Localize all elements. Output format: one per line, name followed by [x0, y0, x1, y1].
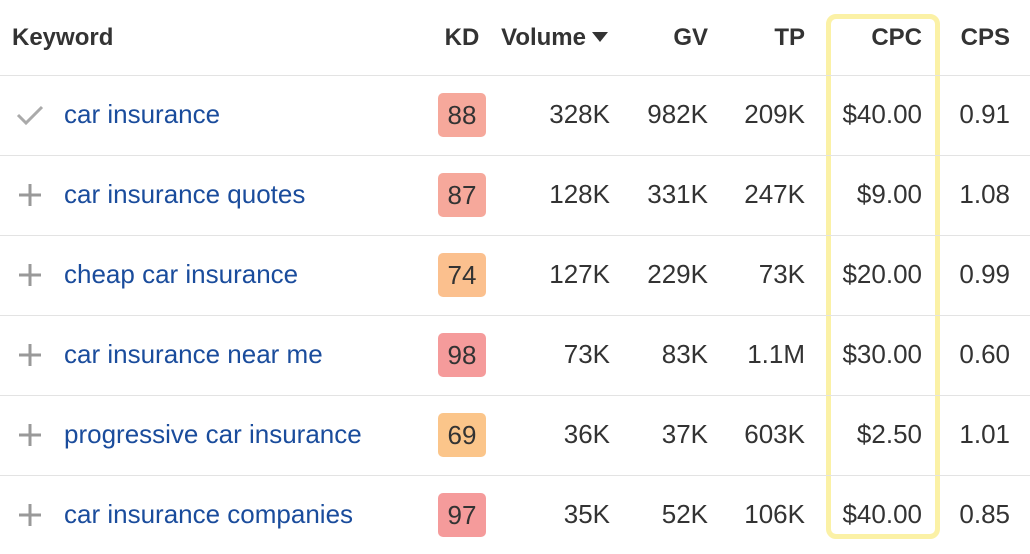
row-divider [0, 235, 1030, 236]
kd-badge: 69 [438, 413, 486, 457]
gv-cell: 37K [661, 419, 708, 449]
cpc-cell: $20.00 [842, 259, 922, 289]
cps-cell: 1.01 [959, 419, 1010, 449]
plus[interactable] [18, 263, 42, 287]
cpc-cell: $9.00 [856, 179, 922, 209]
plus[interactable] [18, 343, 42, 367]
plus[interactable] [18, 503, 42, 527]
cps-cell: 0.91 [959, 99, 1010, 129]
volume-cell: 36K [563, 419, 610, 449]
volume-cell: 127K [549, 259, 610, 289]
column-header[interactable]: Volume [501, 24, 586, 51]
tp-cell: 73K [758, 259, 805, 289]
column-header[interactable]: CPC [871, 24, 922, 51]
kd-badge: 88 [438, 93, 486, 137]
gv-cell: 83K [661, 339, 708, 369]
check-icon [16, 103, 44, 131]
keyword-link[interactable]: car insurance companies [64, 499, 354, 529]
kd-badge: 97 [438, 493, 486, 537]
row-divider [0, 475, 1030, 476]
add-icon[interactable] [18, 423, 42, 451]
add-icon[interactable] [18, 183, 42, 211]
kd-badge: 87 [438, 173, 486, 217]
cpc-cell: $40.00 [842, 99, 922, 129]
gv-cell: 331K [647, 179, 708, 209]
volume-cell: 73K [563, 339, 610, 369]
check [16, 105, 44, 126]
keyword-link[interactable]: car insurance [64, 99, 221, 129]
tp-cell: 209K [744, 99, 805, 129]
sort-arrow [592, 32, 608, 42]
row-divider [0, 155, 1030, 156]
tp-cell: 1.1M [747, 339, 805, 369]
row-divider [0, 75, 1030, 76]
gv-cell: 52K [661, 499, 708, 529]
keyword-link[interactable]: car insurance near me [64, 339, 323, 369]
tp-cell: 106K [744, 499, 805, 529]
cpc-cell: $30.00 [842, 339, 922, 369]
cps-cell: 1.08 [959, 179, 1010, 209]
kd-badge: 98 [438, 333, 486, 377]
column-header[interactable]: Keyword [12, 24, 114, 51]
row-divider [0, 315, 1030, 316]
keyword-link[interactable]: car insurance quotes [64, 179, 306, 209]
gv-cell: 982K [647, 99, 708, 129]
cpc-cell: $2.50 [856, 419, 922, 449]
plus[interactable] [18, 183, 42, 207]
cpc-cell: $40.00 [842, 499, 922, 529]
add-icon[interactable] [18, 263, 42, 291]
column-highlight [826, 14, 940, 539]
cps-cell: 0.85 [959, 499, 1010, 529]
volume-cell: 328K [549, 99, 610, 129]
keyword-link[interactable]: cheap car insurance [64, 259, 299, 289]
column-header[interactable]: GV [673, 24, 708, 51]
tp-cell: 603K [744, 419, 805, 449]
column-header[interactable]: CPS [960, 24, 1010, 51]
add-icon[interactable] [18, 343, 42, 371]
volume-cell: 128K [549, 179, 610, 209]
column-header[interactable]: TP [774, 24, 805, 51]
row-divider [0, 395, 1030, 396]
volume-cell: 35K [563, 499, 610, 529]
add-icon[interactable] [18, 503, 42, 531]
tp-cell: 247K [744, 179, 805, 209]
cps-cell: 0.99 [959, 259, 1010, 289]
column-header[interactable]: KD [444, 24, 480, 51]
kd-badge: 74 [438, 253, 486, 297]
plus[interactable] [18, 423, 42, 447]
cps-cell: 0.60 [959, 339, 1010, 369]
gv-cell: 229K [647, 259, 708, 289]
keyword-link[interactable]: progressive car insurance [64, 419, 362, 449]
